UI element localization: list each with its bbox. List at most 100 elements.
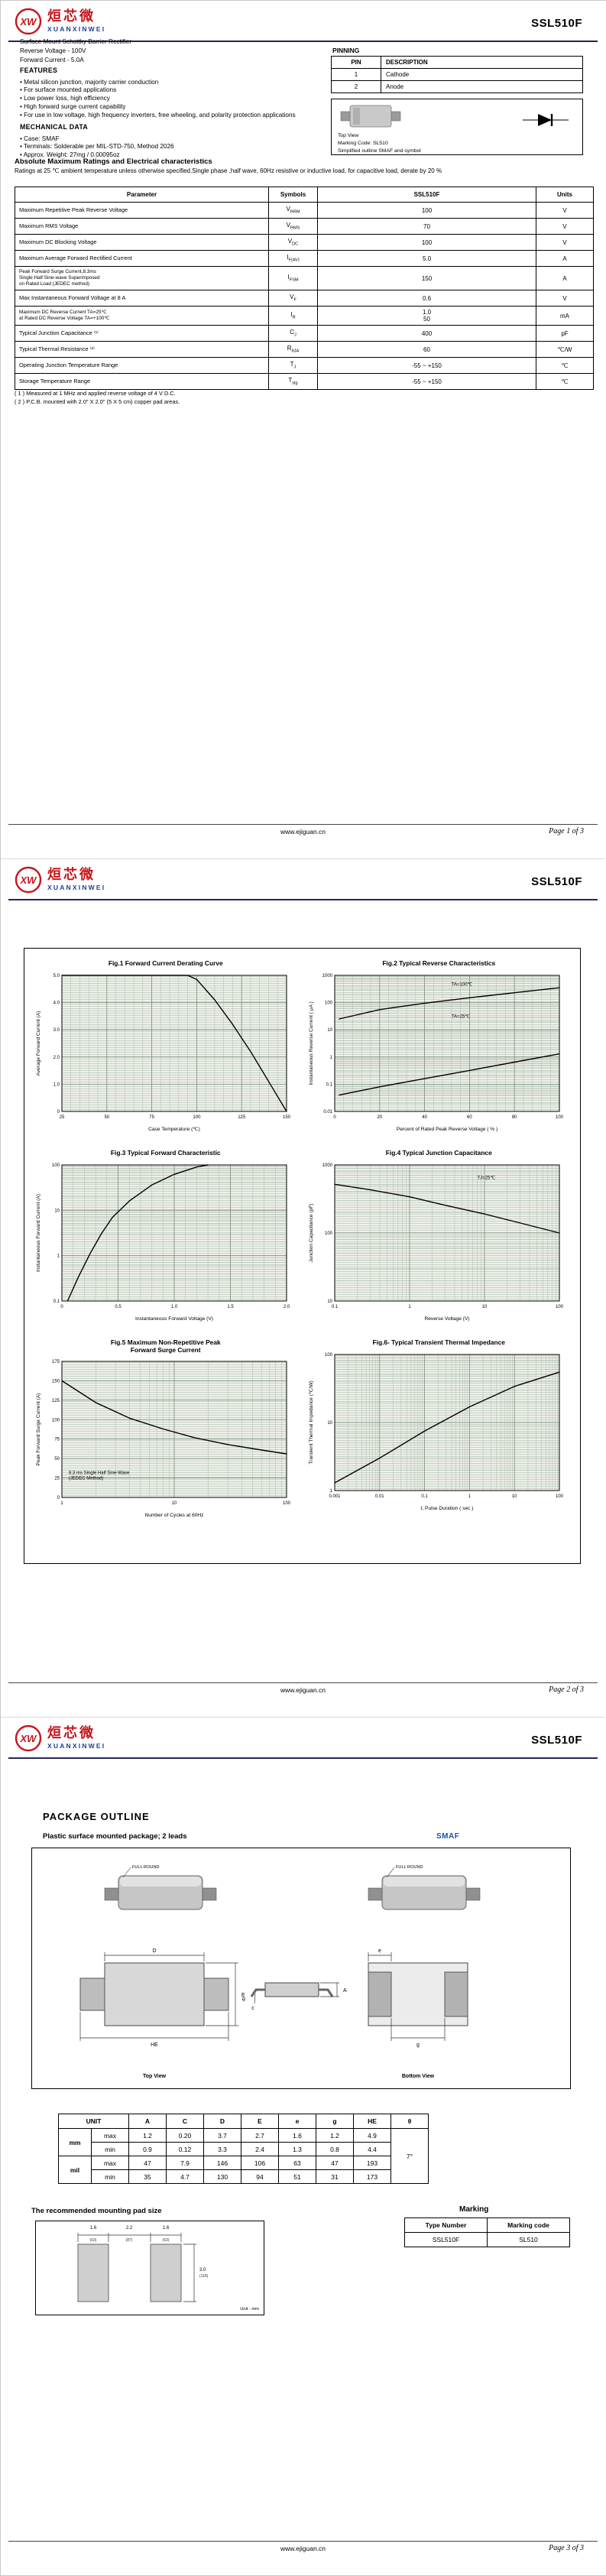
svg-text:Number of Cycles at 60Hz: Number of Cycles at 60Hz xyxy=(144,1513,203,1518)
ratings-row: Storage Temperature Range Tstg -55 ~ +150 ℃ xyxy=(15,373,594,390)
dimensions-value-cell: 1.2 xyxy=(128,2128,167,2143)
features-list: • Metal silicon junction, majority carri… xyxy=(20,79,322,120)
pinning-cell: Anode xyxy=(381,80,583,93)
svg-text:100: 100 xyxy=(283,1501,291,1506)
dimensions-value-cell: 1.6 xyxy=(278,2128,316,2143)
svg-text:FULL ROUND: FULL ROUND xyxy=(396,1865,423,1870)
svg-text:t, Pulse Duration ( sec ): t, Pulse Duration ( sec ) xyxy=(421,1506,474,1511)
marking-header-cell: Marking code xyxy=(487,2218,570,2233)
ratings-parameter-cell: Maximum DC Reverse Current TA=25℃ at Rate… xyxy=(15,306,269,326)
ratings-parameter-cell: Operating Junction Temperature Range xyxy=(15,357,269,374)
figures-box: Fig.1 Forward Current Derating Curve 25 50… xyxy=(24,948,581,1564)
svg-text:1.0: 1.0 xyxy=(53,1082,60,1087)
svg-text:0.1: 0.1 xyxy=(53,1299,60,1304)
svg-text:Bottom View: Bottom View xyxy=(402,2074,435,2079)
marking-header-cell: Type Number xyxy=(404,2218,488,2233)
pinning-row: 2 Anode xyxy=(331,80,583,93)
ratings-unit-cell: V xyxy=(536,202,594,219)
svg-text:0.1: 0.1 xyxy=(326,1082,333,1087)
dimensions-value-cell: 2.4 xyxy=(241,2142,279,2156)
figure-4: Fig.4 Typical Junction Capacitance TJ=25℃… xyxy=(306,1149,572,1328)
ratings-symbol-cell: IFSM xyxy=(268,266,318,290)
svg-text:(87): (87) xyxy=(126,2238,133,2243)
svg-text:10: 10 xyxy=(482,1305,488,1309)
svg-text:(118): (118) xyxy=(199,2274,209,2279)
header-rule xyxy=(8,899,598,900)
pinning-cell: 1 xyxy=(331,68,381,81)
marking-header-row: Type Number Marking code xyxy=(404,2218,570,2233)
pinning-title: PINNING xyxy=(332,47,360,54)
features-section: FEATURES • Metal silicon junction, major… xyxy=(20,67,322,120)
symbol-subscript: RRM xyxy=(290,209,300,215)
svg-text:25: 25 xyxy=(54,1477,60,1481)
note-line: ( 1 ) Measured at 1 MHz and applied reve… xyxy=(15,390,176,397)
figure-plot: 25 50 75 100 125 150 0 1.0 2.0 3.0 4.0 5.0 Case Temp… xyxy=(36,974,291,1132)
footer-url: www.ejiguan.cn xyxy=(280,2545,326,2552)
marking-title: Marking xyxy=(459,2205,489,2214)
value-line: 70 xyxy=(423,222,430,230)
svg-text:10: 10 xyxy=(328,1299,333,1304)
features-list-item: • High forward surge current capability xyxy=(20,103,126,111)
dimensions-header-cell: e xyxy=(278,2114,316,2129)
symbol-subscript: θJA xyxy=(291,349,300,354)
figure-title: Fig.4 Typical Junction Capacitance xyxy=(385,1149,492,1157)
parameter-line: Maximum RMS Voltage xyxy=(19,222,79,230)
svg-text:0.1: 0.1 xyxy=(422,1494,429,1499)
package-outline-title: PACKAGE OUTLINE xyxy=(43,1811,150,1822)
value-line: 100 xyxy=(421,206,433,214)
svg-text:0.01: 0.01 xyxy=(375,1494,384,1499)
parameter-line: Maximum Average Forward Rectified Curren… xyxy=(19,255,132,262)
svg-text:150: 150 xyxy=(283,1115,291,1120)
svg-text:Percent of Rated Peak Reverse: Percent of Rated Peak Reverse Voltage ( … xyxy=(397,1127,497,1132)
dimensions-value-cell: 2.7 xyxy=(241,2128,279,2143)
page-footer: www.ejiguan.cn Page 1 of 3 xyxy=(8,824,598,840)
svg-text:25: 25 xyxy=(59,1115,64,1120)
dimensions-value-cell: 0.20 xyxy=(166,2128,204,2143)
svg-text:HE: HE xyxy=(151,2042,158,2048)
figure-plot: TJ=25℃ 0.1 1 10 100 10 100 1000 Reverse Voltage … xyxy=(309,1163,564,1322)
ratings-row: Maximum DC Reverse Current TA=25℃ at Rate… xyxy=(15,306,594,326)
symbol-subscript: F(AV) xyxy=(288,258,300,263)
value-line: 100 xyxy=(421,238,433,246)
ratings-row: Max Instantaneous Forward Voltage at 8 A… xyxy=(15,290,594,307)
figure-title: Fig.2 Typical Reverse Characteristics xyxy=(382,959,496,967)
dimensions-header-cell: E xyxy=(241,2114,279,2129)
brand-name-cn: 烜芯微 xyxy=(47,867,96,883)
page-header: XW 烜芯微 XUANXINWEI SSL510F xyxy=(1,1718,605,1755)
pinning-table-body: PIN DESCRIPTION 1 Cathode 2 Anode xyxy=(331,56,583,93)
dimensions-value-cell: 3.7 xyxy=(203,2128,241,2143)
svg-text:1: 1 xyxy=(330,1056,333,1060)
figure-plot: 0.001 0.01 0.1 1 10 100 1 10 100 t, Pulse Duratio… xyxy=(309,1353,564,1511)
ratings-unit-cell: V xyxy=(536,218,594,235)
svg-text:100: 100 xyxy=(325,1231,333,1236)
brand-logo-icon: XW xyxy=(15,8,42,35)
mechanical-title: MECHANICAL DATA xyxy=(20,123,89,131)
svg-text:1.6: 1.6 xyxy=(90,2226,97,2230)
svg-text:1: 1 xyxy=(330,1489,333,1494)
marking-cell: SL510 xyxy=(487,2232,570,2247)
svg-text:125: 125 xyxy=(238,1115,246,1120)
svg-text:g: g xyxy=(416,2042,420,2048)
svg-text:75: 75 xyxy=(54,1438,60,1442)
symbol-base: V xyxy=(287,238,293,245)
ratings-parameter-cell: Maximum DC Blocking Voltage xyxy=(15,234,269,251)
ratings-header-cell: Units xyxy=(536,187,594,203)
dimensions-value-cell: 31 xyxy=(316,2169,354,2184)
ratings-unit-cell: V xyxy=(536,290,594,307)
symbol-base: V xyxy=(286,206,290,213)
svg-text:80: 80 xyxy=(512,1115,517,1120)
svg-text:10: 10 xyxy=(328,1028,333,1033)
ratings-row: Typical Thermal Resistance ⁽²⁾ RθJA 60 ℃/W xyxy=(15,341,594,358)
marking-cell: SSL510F xyxy=(404,2232,488,2247)
symbol-subscript: RMS xyxy=(290,225,300,231)
parameter-line: Operating Junction Temperature Range xyxy=(19,362,118,369)
ratings-symbol-cell: VRRM xyxy=(268,202,318,219)
symbol-subscript: DC xyxy=(292,242,299,247)
figure-5: Fig.5 Maximum Non-Repetitive Peak Forwar… xyxy=(33,1338,299,1524)
ratings-parameter-cell: Maximum Repetitive Peak Reverse Voltage xyxy=(15,202,269,219)
ratings-row: Peak Forward Surge Current,8.3ms Single H… xyxy=(15,266,594,290)
ratings-row: Maximum DC Blocking Voltage VDC 100 V xyxy=(15,234,594,251)
svg-text:Reverse Voltage (V): Reverse Voltage (V) xyxy=(425,1316,470,1322)
svg-text:θ: θ xyxy=(242,1997,245,2003)
page-2: XW 烜芯微 XUANXINWEI SSL510F Fig.1 Forward … xyxy=(1,858,605,1717)
